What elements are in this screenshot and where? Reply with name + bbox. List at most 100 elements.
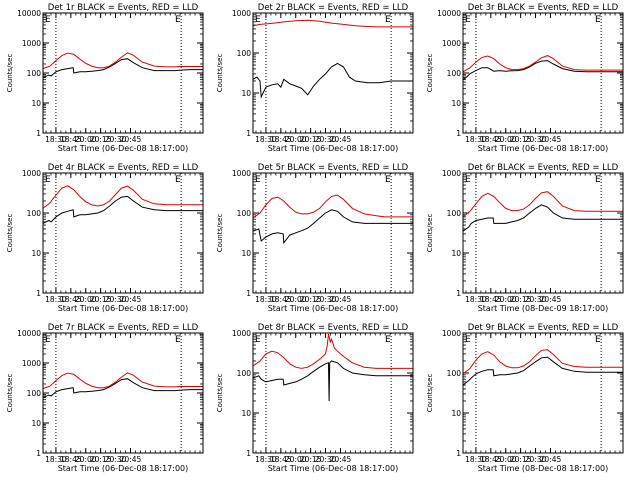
y-tick-label: 100 [237,209,252,218]
x-tick-label: 20:15 [300,135,322,144]
x-tick-label: 20:00 [75,135,97,144]
corner-label: E [175,175,181,185]
corner-label: E [595,15,601,25]
y-tick-label: 10000 [17,329,41,338]
y-axis-label: Counts/sec [6,214,14,253]
x-tick-label: 20:45 [120,135,142,144]
series-line-red [252,194,413,219]
y-axis-label: Counts/sec [216,214,224,253]
corner-label: E [385,15,391,25]
chart-panel-7: Det 7r BLACK = Events, RED = LLD 1 10 100 10… [6,323,204,473]
x-tick-label: 18:45 [60,455,82,464]
chart-panel-2: Det 2r BLACK = Events, RED = LLD 1 10 100 10… [216,3,414,153]
series-line-red [252,19,413,28]
x-tick-label: 18:30 [465,455,487,464]
plot-frame [252,12,414,134]
y-tick-label: 10000 [17,9,41,18]
y-tick-label: 10 [241,249,251,258]
x-axis-label: Start Time (08-Dec-08 18:17:00) [478,464,609,473]
y-tick-label: 10 [241,89,251,98]
series-line-black [252,209,413,245]
plot-frame [252,172,414,294]
y-tick-label: 10 [451,249,461,258]
series-line-red [42,185,203,209]
chart-title: Det 9r BLACK = Events, RED = LLD [468,323,619,333]
y-axis-label: Counts/sec [426,374,434,413]
x-axis-label: Start Time (06-Dec-08 18:17:00) [478,144,609,153]
y-tick-label: 100 [27,389,42,398]
corner-label: E [465,15,471,25]
series-line-black [252,62,413,99]
x-tick-label: 20:30 [315,135,337,144]
x-tick-label: 20:45 [540,135,562,144]
x-tick-label: 20:30 [525,135,547,144]
series-line-black [462,60,623,81]
y-tick-label: 100 [447,69,462,78]
y-tick-label: 1 [246,129,251,138]
series-line-red [42,372,203,390]
y-tick-label: 100 [27,69,42,78]
plot-frame [462,12,624,134]
corner-label: E [45,15,51,25]
corner-label: E [385,335,391,345]
x-tick-label: 18:45 [270,135,292,144]
x-tick-label: 18:30 [45,295,67,304]
y-tick-label: 10 [31,249,41,258]
x-tick-label: 20:00 [75,295,97,304]
x-tick-label: 18:45 [60,295,82,304]
corner-label: E [385,175,391,185]
y-tick-label: 1 [36,129,41,138]
y-axis-label: Counts/sec [216,54,224,93]
x-axis-label: Start Time (06-Dec-08 18:17:00) [58,304,189,313]
corner-label: E [465,335,471,345]
x-tick-label: 20:15 [90,295,112,304]
plot-frame [252,332,414,454]
corner-label: E [255,175,261,185]
x-tick-label: 18:30 [465,295,487,304]
x-tick-label: 18:30 [45,455,67,464]
y-tick-label: 10000 [437,9,461,18]
plot-frame [462,172,624,294]
x-tick-label: 20:45 [120,455,142,464]
series-line-red [462,55,623,73]
chart-panel-4: Det 4r BLACK = Events, RED = LLD 1 10 100 10… [6,163,204,313]
x-tick-label: 20:00 [495,295,517,304]
x-tick-label: 20:45 [540,455,562,464]
x-axis-label: Start Time (06-Dec-08 18:17:00) [268,464,399,473]
x-tick-label: 20:15 [90,135,112,144]
x-tick-label: 20:45 [330,455,352,464]
y-tick-label: 1 [456,449,461,458]
y-tick-label: 1000 [232,9,251,18]
x-tick-label: 18:45 [480,135,502,144]
x-tick-label: 18:30 [255,295,277,304]
x-tick-label: 20:45 [120,295,142,304]
x-tick-label: 20:30 [105,455,127,464]
y-axis-label: Counts/sec [426,214,434,253]
y-tick-label: 1000 [232,329,251,338]
y-tick-label: 10 [241,409,251,418]
series-line-black [42,195,203,224]
y-tick-label: 100 [237,369,252,378]
corner-label: E [45,335,51,345]
chart-title: Det 7r BLACK = Events, RED = LLD [48,323,199,333]
y-tick-label: 1 [456,129,461,138]
x-axis-label: Start Time (06-Dec-08 18:17:00) [268,144,399,153]
y-axis-label: Counts/sec [426,54,434,93]
x-tick-label: 20:15 [510,455,532,464]
corner-label: E [175,335,181,345]
y-tick-label: 10 [31,419,41,428]
x-tick-label: 20:00 [285,295,307,304]
x-tick-label: 18:45 [480,295,502,304]
x-tick-label: 20:30 [315,295,337,304]
y-tick-label: 1000 [22,359,41,368]
corner-label: E [465,175,471,185]
plot-frame [42,172,204,294]
plot-frame [42,12,204,134]
x-tick-label: 20:45 [540,295,562,304]
series-line-black [462,204,623,232]
corner-label: E [255,335,261,345]
chart-title: Det 8r BLACK = Events, RED = LLD [258,323,409,333]
x-tick-label: 18:45 [270,455,292,464]
y-tick-label: 100 [447,369,462,378]
x-tick-label: 20:00 [285,455,307,464]
